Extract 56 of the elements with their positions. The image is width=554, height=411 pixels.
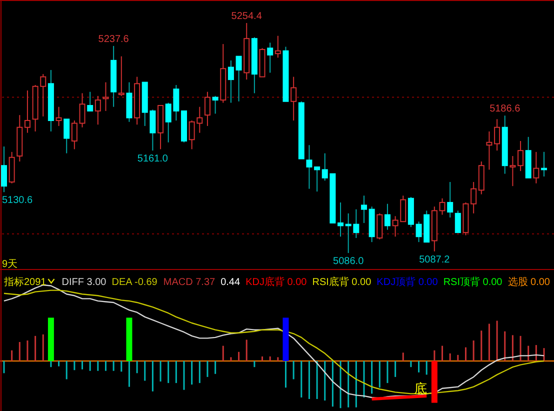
- annotation: 0.44: [220, 277, 241, 288]
- candlestick: [228, 60, 234, 104]
- annotation: 5086.0: [333, 256, 364, 267]
- annotation: 指标2091: [3, 276, 47, 288]
- candlestick: [454, 210, 461, 234]
- candlestick: [71, 120, 78, 150]
- candlestick: [494, 118, 500, 152]
- bar: [48, 318, 54, 361]
- candlestick: [204, 91, 210, 126]
- candlestick: [24, 90, 30, 134]
- candlestick: [541, 151, 547, 178]
- candlestick: [236, 56, 242, 102]
- text: KDJ顶背 0.00: [376, 276, 438, 288]
- annotation: 5186.6: [490, 104, 521, 115]
- candlestick: [274, 35, 281, 58]
- candlestick: [384, 203, 390, 230]
- text: RSI顶背 0.00: [443, 276, 503, 288]
- candlestick: [1, 146, 7, 193]
- candlestick: [212, 95, 218, 114]
- annotation: 5161.0: [137, 154, 168, 165]
- candlestick: [267, 42, 274, 74]
- candlestick: [486, 130, 492, 170]
- annotation: 5130.6: [2, 195, 34, 206]
- annotation: 选股 0.00: [508, 276, 550, 288]
- annotation: 5254.4: [231, 11, 262, 22]
- candlestick: [510, 156, 516, 187]
- candlestick: [361, 195, 367, 224]
- candlestick: [118, 56, 124, 96]
- candlestick: [87, 91, 94, 112]
- candlestick: [94, 95, 101, 126]
- candlestick: [64, 118, 70, 154]
- candlestick: [56, 106, 62, 126]
- annotation: 底: [414, 380, 428, 396]
- text: 9天: [2, 259, 18, 270]
- annotation: 5237.6: [98, 34, 130, 45]
- bar: [431, 361, 438, 403]
- candlestick: [376, 212, 383, 240]
- annotation: RSI底背 0.00: [312, 276, 372, 288]
- candlestick: [338, 202, 344, 238]
- candlestick: [306, 144, 312, 190]
- candlestick: [518, 140, 524, 172]
- series-label: DIFF 3.00: [62, 277, 107, 288]
- candlestick: [447, 181, 454, 218]
- candlestick: [290, 76, 297, 122]
- candlestick: [533, 151, 540, 184]
- text: KDJ底背 0.00: [246, 276, 308, 288]
- bar: [282, 318, 289, 361]
- text: MACD 7.37: [163, 277, 216, 288]
- candlestick: [314, 166, 320, 192]
- candlestick: [470, 181, 477, 214]
- candlestick: [102, 82, 109, 112]
- candlestick: [439, 198, 446, 216]
- candlestick: [79, 92, 86, 128]
- annotation: 5087.2: [419, 254, 450, 266]
- bar: [126, 318, 132, 361]
- series-label: DEA -0.69: [112, 277, 158, 288]
